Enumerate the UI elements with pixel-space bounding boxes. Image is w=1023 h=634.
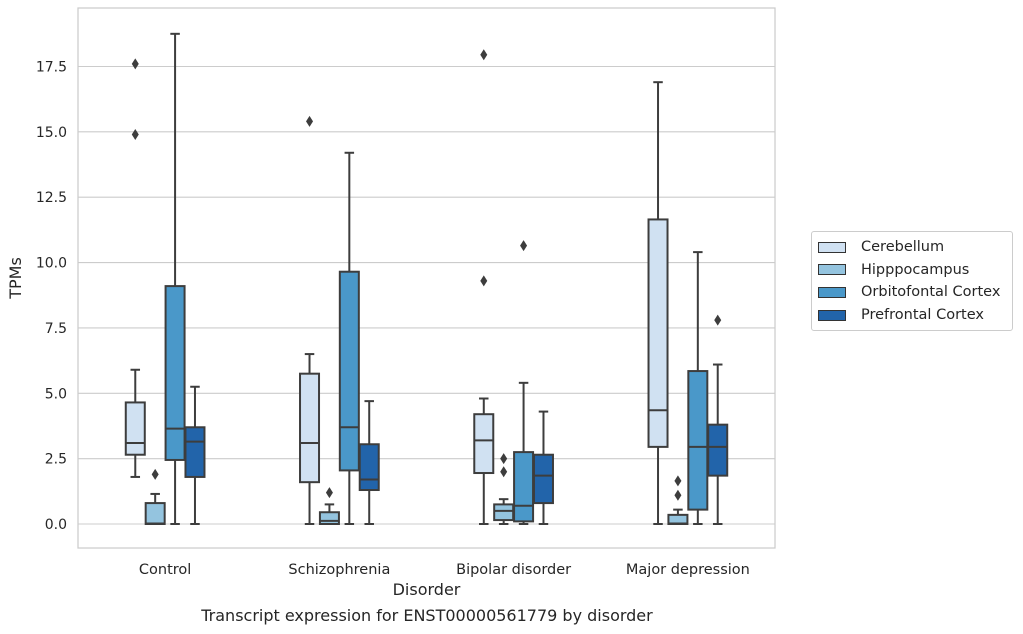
legend-item: Prefrontal Cortex [812, 304, 1012, 327]
iqr-box [124, 401, 146, 456]
box-hipppocampus [493, 453, 515, 525]
legend-swatch [818, 309, 846, 321]
y-tick-label: 15.0 [36, 125, 67, 141]
box-orbitofontal-cortex [687, 251, 709, 525]
box-orbitofontal-cortex [164, 32, 186, 525]
y-tick-label: 7.5 [45, 321, 67, 337]
box-cerebellum [299, 115, 321, 525]
y-tick-label: 5.0 [45, 386, 67, 402]
iqr-box [144, 502, 166, 526]
legend-label: Cerebellum [861, 239, 945, 256]
outlier-point [500, 453, 508, 465]
iqr-box [338, 270, 360, 472]
outlier-point [520, 240, 528, 252]
legend-label: Orbitofontal Cortex [861, 284, 1001, 301]
x-tick-label: Bipolar disorder [456, 562, 571, 578]
iqr-box [299, 372, 321, 484]
box-hipppocampus [667, 475, 689, 525]
iqr-box [184, 426, 206, 478]
boxes [124, 32, 729, 526]
legend-label: Hipppocampus [861, 261, 970, 278]
x-axis-label: Disorder [393, 580, 461, 599]
figure-caption: Transcript expression for ENST0000056177… [201, 606, 653, 625]
iqr-box [358, 443, 380, 492]
outlier-point [151, 468, 159, 480]
box-orbitofontal-cortex [338, 151, 360, 525]
y-tick-labels: 0.0 2.5 5.0 7.5 10.0 12.5 15.0 17.5 [36, 60, 67, 534]
y-tick-label: 17.5 [36, 60, 67, 76]
box-prefrontal-cortex [358, 400, 380, 525]
box-cerebellum [124, 58, 146, 478]
x-tick-label: Schizophrenia [288, 562, 390, 578]
iqr-box [513, 451, 535, 523]
iqr-box [318, 511, 340, 526]
iqr-box [647, 218, 669, 448]
legend-item: Hipppocampus [812, 259, 1012, 282]
y-tick-label: 10.0 [36, 256, 67, 272]
x-tick-label: Control [139, 562, 191, 578]
legend-item: Orbitofontal Cortex [812, 281, 1012, 304]
iqr-box [473, 413, 495, 475]
box-prefrontal-cortex [707, 314, 729, 525]
iqr-box [687, 370, 709, 511]
iqr-box [164, 285, 186, 461]
outlier-point [500, 466, 508, 478]
y-tick-label: 2.5 [45, 452, 67, 468]
outlier-point [131, 58, 139, 70]
outlier-point [674, 489, 682, 501]
x-tick-labels: Control Schizophrenia Bipolar disorder Majo… [139, 562, 750, 578]
legend-swatch [818, 264, 846, 276]
legend-item: Cerebellum [812, 236, 1012, 259]
y-tick-label: 12.5 [36, 190, 67, 206]
y-tick-label: 0.0 [45, 517, 67, 533]
box-cerebellum [647, 81, 669, 525]
iqr-box [707, 423, 729, 477]
box-prefrontal-cortex [184, 385, 206, 525]
legend-swatch [818, 286, 846, 298]
y-axis-label: TPMs [6, 257, 25, 300]
legend-label: Prefrontal Cortex [861, 307, 984, 324]
outlier-point [674, 475, 682, 487]
outlier-point [480, 49, 488, 61]
iqr-box [493, 503, 515, 522]
box-cerebellum [473, 49, 495, 525]
legend-swatch [818, 241, 846, 253]
box-prefrontal-cortex [532, 410, 554, 525]
x-tick-label: Major depression [626, 562, 750, 578]
outlier-point [325, 487, 333, 499]
outlier-point [480, 275, 488, 287]
box-hipppocampus [144, 468, 166, 526]
box-hipppocampus [318, 487, 340, 526]
iqr-box [532, 453, 554, 505]
outlier-point [714, 314, 722, 326]
outlier-point [131, 128, 139, 140]
legend: Cerebellum Hipppocampus Orbitofontal Corte… [811, 231, 1013, 332]
outlier-point [306, 115, 314, 127]
plot-area [77, 7, 776, 549]
box-orbitofontal-cortex [513, 240, 535, 525]
